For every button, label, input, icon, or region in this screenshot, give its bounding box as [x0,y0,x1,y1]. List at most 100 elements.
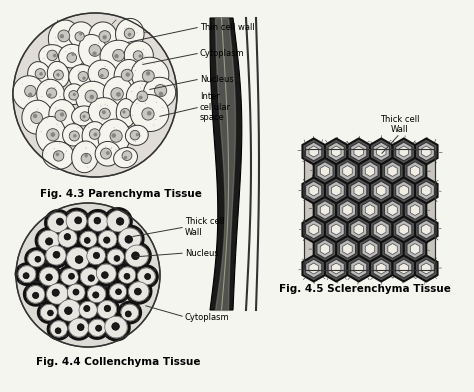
Ellipse shape [130,94,169,132]
Circle shape [111,148,112,149]
Circle shape [144,263,147,267]
Ellipse shape [128,282,149,301]
Circle shape [111,147,112,148]
Polygon shape [314,158,336,184]
Circle shape [63,261,67,264]
Ellipse shape [85,283,108,305]
Polygon shape [359,158,381,184]
Circle shape [29,125,30,126]
Circle shape [75,217,82,224]
Circle shape [70,48,71,49]
Text: Nucleus: Nucleus [200,74,234,83]
Ellipse shape [47,212,68,232]
Circle shape [87,227,91,230]
Circle shape [93,230,96,234]
Polygon shape [302,178,325,203]
Circle shape [54,87,55,88]
Polygon shape [381,197,404,223]
Circle shape [93,252,100,259]
Circle shape [118,244,121,248]
Circle shape [105,66,106,67]
Circle shape [137,305,140,309]
Circle shape [84,154,88,158]
Circle shape [38,281,42,285]
Circle shape [47,245,51,248]
Circle shape [105,334,109,338]
Polygon shape [302,138,325,165]
Circle shape [41,96,43,97]
Circle shape [120,90,121,91]
Circle shape [112,316,116,320]
Circle shape [77,324,84,330]
Circle shape [64,234,71,240]
Circle shape [105,317,109,320]
Ellipse shape [127,81,155,112]
Ellipse shape [46,284,68,304]
Circle shape [129,281,133,285]
Circle shape [48,93,52,97]
Polygon shape [399,185,409,196]
Circle shape [85,155,86,156]
Circle shape [25,85,36,97]
Circle shape [52,142,53,143]
Circle shape [46,88,57,98]
Circle shape [77,127,79,128]
Circle shape [133,51,143,60]
Circle shape [23,273,29,279]
Circle shape [110,283,113,286]
Polygon shape [373,142,389,161]
Polygon shape [418,220,434,239]
Ellipse shape [85,245,108,267]
Circle shape [58,229,62,232]
Circle shape [88,275,94,281]
Polygon shape [421,224,431,235]
Polygon shape [351,259,367,278]
Circle shape [88,284,92,288]
Circle shape [92,51,97,56]
Ellipse shape [69,318,89,337]
Polygon shape [396,142,412,161]
Ellipse shape [116,18,144,49]
Ellipse shape [56,227,79,249]
Circle shape [75,282,79,285]
Circle shape [85,333,89,337]
Circle shape [75,299,79,302]
Ellipse shape [117,226,143,252]
Circle shape [151,282,155,286]
Polygon shape [362,240,378,258]
Circle shape [121,154,122,156]
Polygon shape [407,240,423,258]
Circle shape [93,316,96,320]
Circle shape [98,42,99,44]
Circle shape [141,51,142,52]
Circle shape [146,71,150,76]
Ellipse shape [124,41,153,70]
Polygon shape [381,158,404,184]
Polygon shape [392,178,415,203]
Circle shape [56,124,57,125]
Ellipse shape [108,282,128,302]
Polygon shape [328,259,344,278]
Circle shape [90,95,94,99]
Circle shape [41,131,42,132]
Polygon shape [328,220,344,239]
Polygon shape [399,263,409,274]
Polygon shape [336,236,359,262]
Circle shape [35,69,46,79]
Circle shape [81,74,82,76]
Circle shape [65,321,69,325]
Polygon shape [388,205,397,216]
Circle shape [75,269,79,272]
Ellipse shape [96,229,119,250]
Circle shape [81,283,84,287]
Circle shape [79,33,82,36]
Circle shape [110,130,122,142]
Ellipse shape [144,77,176,108]
Circle shape [132,115,133,116]
Ellipse shape [16,264,38,285]
Polygon shape [331,146,341,157]
Circle shape [139,96,143,100]
Ellipse shape [88,60,117,87]
Polygon shape [399,224,409,235]
Circle shape [81,299,84,302]
